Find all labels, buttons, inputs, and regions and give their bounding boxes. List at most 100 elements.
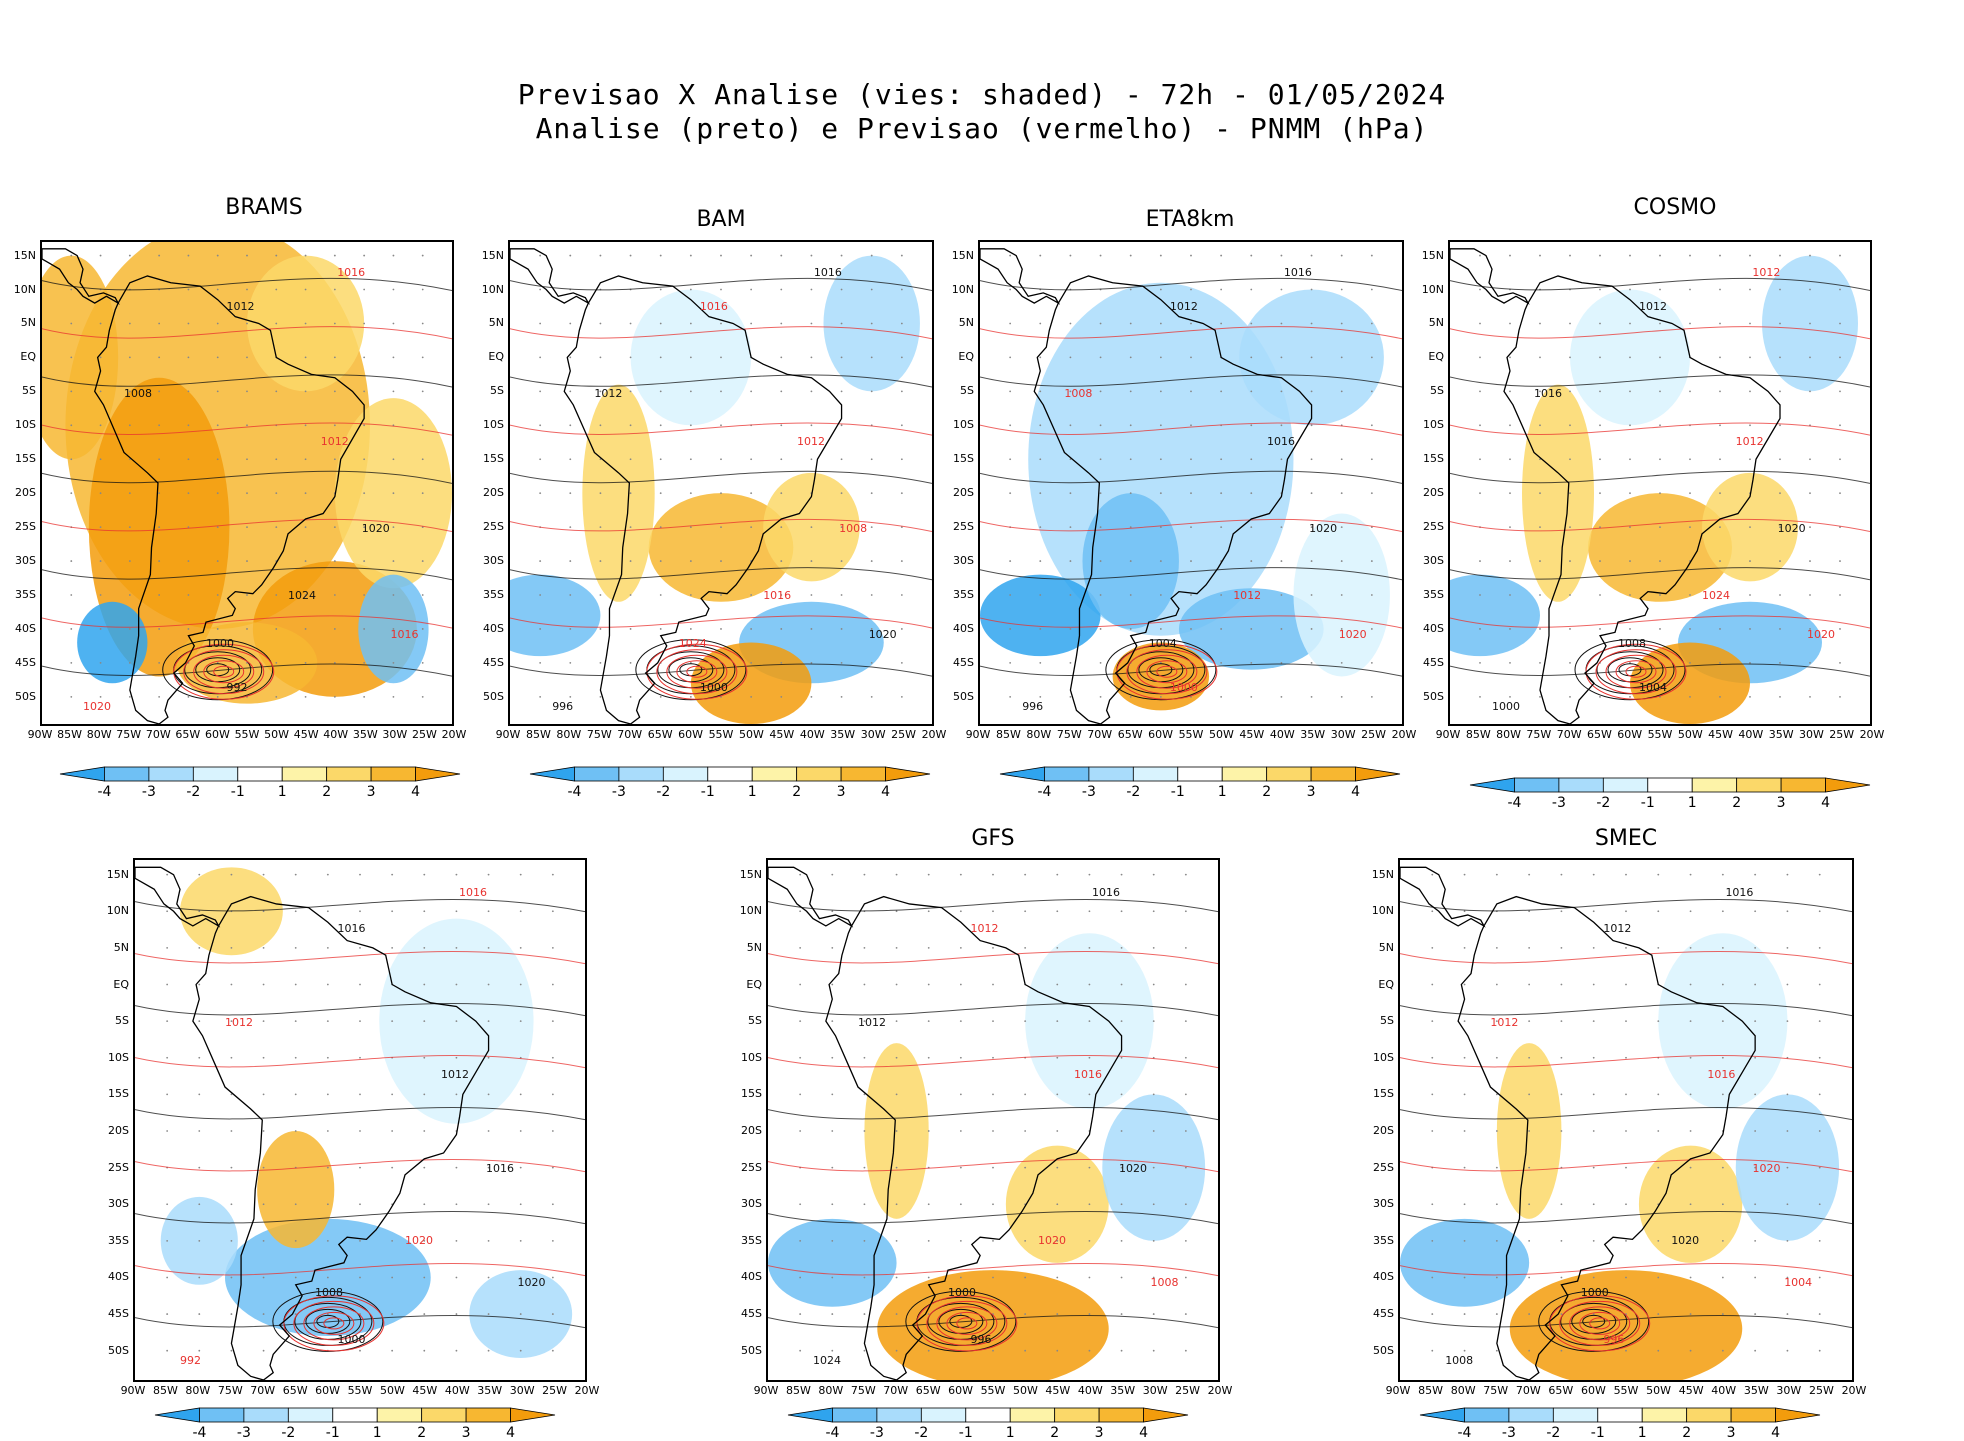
grid-dot [1809,628,1811,630]
grid-dot [1039,695,1042,698]
grid-dot [840,560,843,562]
grid-dot [863,1239,866,1242]
grid-dot [1056,1313,1059,1315]
grid-dot [1749,628,1751,630]
grid-dot [799,1276,802,1279]
grid-dot [569,594,572,596]
grid-dot [246,322,248,325]
longitude-label: 45W [293,728,319,741]
grid-dot [799,1056,802,1059]
grid-dot [569,492,572,495]
isobar-label: 1000 [206,637,234,651]
grid-dot [1719,560,1721,562]
grid-dot [1250,424,1253,427]
grid-dot [1629,492,1631,495]
grid-dot [333,695,336,698]
grid-dot [1152,873,1155,876]
latitude-label: 30S [483,554,504,568]
grid-dot [1184,946,1187,949]
colorbar-label: 2 [792,784,802,800]
grid-dot [1560,1313,1563,1315]
grid-dot [959,1239,962,1242]
grid-dot [1754,910,1757,913]
grid-dot [1069,594,1072,596]
grid-dot [1592,1166,1595,1169]
longitude-label: 30W [1776,1384,1802,1397]
colorbar-swatch [1508,1407,1554,1423]
grid-dot [1599,526,1601,529]
grid-dot [519,1276,522,1279]
grid-dot [455,1166,458,1169]
longitude-label: 25W [411,728,437,741]
low-isobar-forecast [213,665,235,678]
grid-dot [870,390,873,393]
grid-dot [198,1203,201,1206]
grid-dot [1039,390,1042,393]
grid-dot [1431,1276,1434,1279]
grid-dot [1818,1349,1821,1352]
grid-dot [831,1056,834,1059]
longitude-label: 90W [1385,1384,1411,1397]
grid-dot [659,458,662,461]
grid-dot [720,424,722,427]
grid-dot [1159,695,1162,698]
grid-dot [927,1203,930,1206]
grid-dot [304,695,307,698]
grid-dot [1370,288,1373,291]
colorbar-swatch [999,766,1045,782]
grid-dot [1659,628,1661,630]
grid-dot [1159,288,1162,291]
grid-dot [1056,1166,1059,1169]
isobar-label: 1020 [868,627,897,641]
grid-dot [99,458,102,461]
grid-dot [326,910,329,913]
grid-dot [1625,1130,1627,1132]
colorbar-label: 3 [1726,1425,1736,1441]
grid-dot [1024,1020,1027,1023]
grid-dot [1479,560,1481,562]
colorbar-label: -3 [141,784,156,800]
grid-dot [870,526,873,529]
grid-dot [780,254,783,257]
grid-dot [1340,390,1343,393]
grid-dot [1184,1203,1187,1206]
grid-dot [128,662,131,664]
grid-dot [551,1276,554,1279]
grid-dot [1088,1239,1091,1242]
grid-dot [1560,1276,1563,1279]
low-isobar-forecast [293,1300,375,1346]
grid-dot [487,1020,490,1023]
grid-dot [1069,322,1072,325]
grid-dot [689,628,692,630]
grid-dot [659,492,662,495]
colorbar-swatch [287,1407,334,1423]
longitude-label: 50W [738,728,764,741]
grid-dot [799,1130,802,1132]
grid-dot [831,1166,834,1169]
grid-dot [551,910,554,913]
grid-dot [539,695,542,698]
grid-dot [519,910,522,913]
grid-dot [99,662,102,664]
longitude-label: 35W [1768,728,1794,741]
isobar-label: 1008 [124,386,152,400]
longitude-label: 40W [1269,728,1295,741]
grid-dot [895,1239,898,1242]
grid-dot [187,424,190,427]
grid-dot [1599,695,1601,698]
grid-dot [863,1166,866,1169]
latitude-label: 15N [106,867,129,881]
grid-dot [128,526,131,529]
grid-dot [750,628,753,630]
grid-dot [539,628,542,630]
grid-dot [423,1203,426,1206]
grid-dot [992,1056,994,1059]
grid-dot [216,492,219,495]
grid-dot [895,1130,898,1132]
colorbar-label: -2 [1596,795,1611,811]
grid-dot [294,1313,297,1315]
grid-dot [333,390,336,393]
grid-dot [1689,1276,1692,1279]
grid-dot [1099,628,1102,630]
isobar-label: 996 [552,699,574,713]
